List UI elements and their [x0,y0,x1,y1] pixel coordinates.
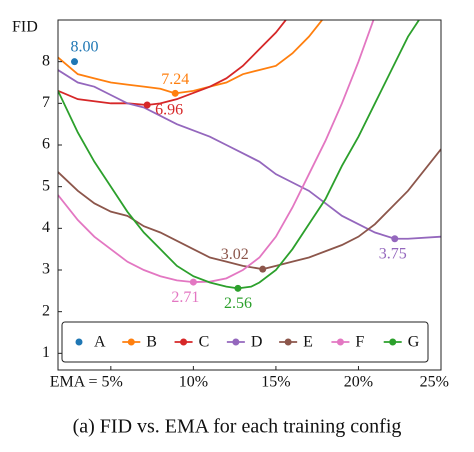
highlight-point [391,235,399,243]
point-label: 2.56 [224,295,252,312]
highlight-point [234,284,242,292]
x-tick-label: 10% [179,374,208,391]
x-tick-label: 25% [420,374,449,391]
x-tick-label: EMA = 5% [50,374,123,391]
series-line [58,20,324,95]
series-line [58,148,441,271]
legend-label: D [251,334,263,351]
legend-label: C [199,334,210,351]
point-label: 2.71 [171,289,199,306]
series-line [58,20,287,106]
legend-marker [232,338,240,346]
highlight-point [171,89,179,97]
highlight-point [143,101,151,109]
y-tick-label: 2 [42,302,50,319]
highlight-point [189,278,197,286]
legend-box [61,321,429,363]
legend-marker [389,338,397,346]
legend-marker [180,338,188,346]
y-axis-label: FID [12,19,38,36]
highlight-point [259,265,267,273]
series-line [58,69,441,240]
y-tick-label: 6 [42,136,50,153]
series-line [58,20,375,283]
caption: (a) FID vs. EMA for each training config [73,416,402,438]
x-tick-label: 15% [261,374,290,391]
y-tick-label: 4 [42,219,50,236]
x-tick-label: 20% [344,374,373,391]
legend-label: A [94,334,106,351]
legend-marker [336,338,344,346]
legend-marker [284,338,292,346]
point-label: 8.00 [71,38,99,55]
highlight-point [71,58,79,66]
point-label: 7.24 [161,71,189,88]
y-tick-label: 1 [42,344,50,361]
y-tick-label: 7 [42,94,50,111]
plot-frame [57,19,442,371]
y-tick-label: 3 [42,261,50,278]
plot-area [58,20,441,290]
legend-label: G [408,334,420,351]
legend-label: B [146,334,157,351]
point-label: 6.96 [155,102,183,119]
y-tick-label: 8 [42,52,50,69]
point-label: 3.75 [379,245,407,262]
legend-label: E [303,334,313,351]
legend-marker [75,338,83,346]
y-tick-label: 5 [42,177,50,194]
legend-label: F [355,334,364,351]
point-label: 3.02 [221,246,249,263]
series-line [58,20,421,290]
legend-marker [127,338,135,346]
